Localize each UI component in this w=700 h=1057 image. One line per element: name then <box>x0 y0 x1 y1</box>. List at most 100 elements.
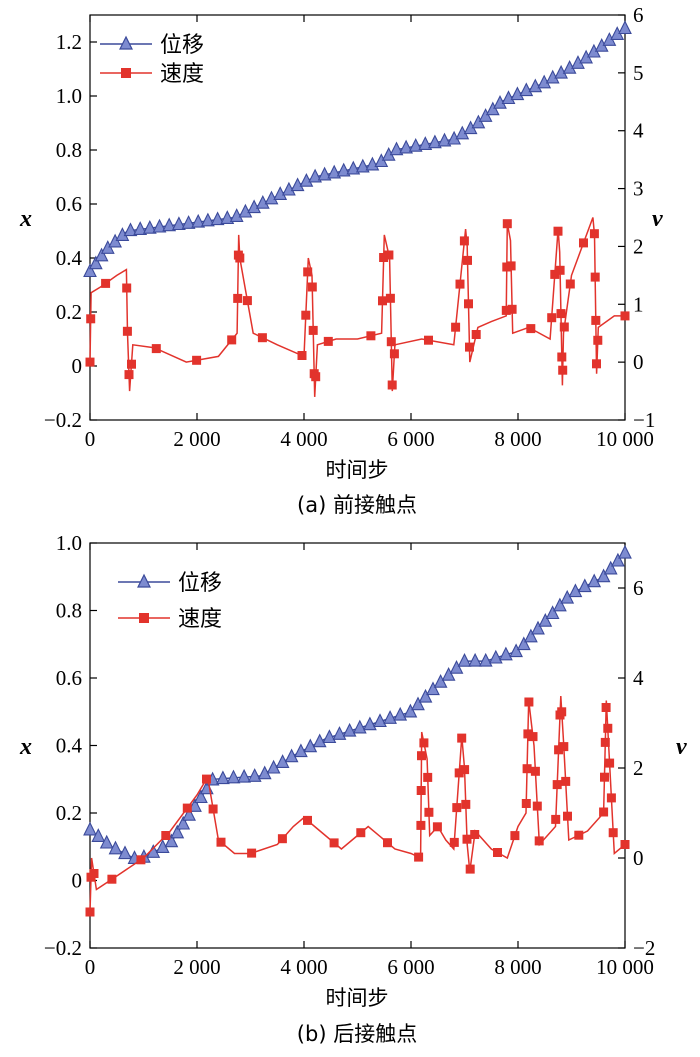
chart-b-marker-velocity <box>414 852 424 862</box>
chart-b-y2tick-label: 6 <box>633 576 644 600</box>
chart-a-ylabel: x <box>19 206 32 232</box>
chart-b-marker-displacement <box>596 568 611 583</box>
chart-a-marker-velocity <box>506 261 516 271</box>
chart-a-marker-velocity <box>235 253 245 263</box>
chart-a-ytick-label: 0.4 <box>56 246 83 270</box>
chart-b-xtick-label: 2 000 <box>173 955 220 979</box>
chart-a-y2-ticks: −1 0 1 2 3 4 5 6 <box>618 3 655 432</box>
chart-b-marker-velocity <box>532 801 542 811</box>
chart-a-marker-displacement <box>418 136 433 150</box>
chart-b-marker-velocity <box>452 803 462 813</box>
chart-a-marker-velocity <box>242 296 252 306</box>
chart-a-marker-velocity <box>590 272 600 282</box>
chart-a-marker-displacement <box>133 221 148 235</box>
chart-a-marker-velocity <box>424 335 433 345</box>
chart-a-marker-velocity <box>592 359 601 369</box>
chart-a-marker-velocity <box>308 325 318 335</box>
chart-b-marker-displacement <box>603 560 618 575</box>
chart-a-xtick-label: 0 <box>85 427 96 451</box>
chart-a-marker-displacement <box>83 263 97 278</box>
chart-b-marker-displacement <box>284 748 299 763</box>
chart-a-marker-velocity <box>122 326 132 336</box>
chart-a-y2tick-label: 3 <box>633 177 644 201</box>
chart-a-marker-displacement <box>201 212 215 227</box>
chart-b-xlabel: 时间步 <box>326 986 389 1010</box>
chart-b-marker-displacement <box>194 789 208 804</box>
chart-b-marker-displacement <box>352 719 367 734</box>
chart-b-marker-velocity <box>600 737 610 747</box>
chart-b-marker-velocity <box>524 697 534 707</box>
chart-b-marker-displacement <box>170 824 185 839</box>
chart-b-legend-label-velocity: 速度 <box>178 607 222 632</box>
chart-a-y2label: v <box>652 206 663 232</box>
chart-a-marker-displacement <box>355 158 370 173</box>
chart-b-marker-velocity <box>356 828 366 838</box>
chart-a-marker-velocity <box>303 267 313 277</box>
chart-b-marker-displacement <box>611 552 625 567</box>
chart-b-marker-velocity <box>89 869 99 878</box>
chart-a-marker-velocity <box>192 355 202 365</box>
chart-b-marker-velocity <box>329 838 339 848</box>
chart-b-marker-velocity <box>599 807 609 817</box>
chart-a-xtick-label: 8 000 <box>494 427 541 451</box>
chart-a-marker-velocity <box>507 304 517 314</box>
chart-b-marker-displacement <box>411 696 425 711</box>
chart-a-marker-displacement <box>181 215 196 229</box>
chart-b-marker-displacement <box>383 710 397 724</box>
chart-a-marker-velocity <box>86 314 96 324</box>
chart-b-marker-velocity <box>563 811 572 821</box>
chart-a-marker-velocity <box>463 255 472 265</box>
chart-b-marker-displacement <box>332 726 347 740</box>
chart-b-marker-velocity <box>557 707 567 717</box>
chart-b-marker-velocity <box>559 742 569 752</box>
chart-b-ytick-label: 0 <box>72 869 83 893</box>
chart-a-y2tick-label: 2 <box>633 234 644 258</box>
chart-a-marker-velocity <box>385 293 395 303</box>
chart-a-marker-velocity <box>565 279 575 289</box>
chart-b-marker-displacement <box>478 652 493 667</box>
chart-a-ytick-label: −0.2 <box>44 408 82 432</box>
chart-a-marker-velocity <box>233 293 243 303</box>
chart-b-marker-displacement <box>618 544 632 559</box>
chart-b-marker-velocity <box>493 848 502 857</box>
chart-a-marker-velocity <box>387 380 397 390</box>
chart-b-marker-displacement <box>247 768 262 782</box>
chart-b-marker-displacement <box>373 713 387 728</box>
chart-b-marker-displacement <box>538 612 553 627</box>
chart-b-marker-velocity <box>417 751 426 761</box>
chart-a-marker-displacement <box>519 82 534 97</box>
chart-b-marker-displacement <box>182 806 196 821</box>
chart-b-marker-velocity <box>462 834 472 844</box>
chart-a-marker-displacement <box>220 210 235 224</box>
chart-a-marker-velocity <box>459 236 469 246</box>
chart-a-y2tick-label: 5 <box>633 61 644 85</box>
chart-b-marker-velocity <box>465 864 475 874</box>
chart-b-marker-velocity <box>601 703 611 712</box>
chart-b-legend-square-icon <box>139 613 149 623</box>
chart-a-marker-displacement <box>162 217 177 232</box>
chart-a-marker-velocity <box>389 349 399 359</box>
chart-a-line-velocity <box>89 217 625 397</box>
chart-a-marker-velocity <box>579 238 588 248</box>
chart-b-marker-displacement <box>226 769 241 784</box>
chart-a-marker-displacement <box>399 139 413 154</box>
chart-a-marker-velocity <box>589 229 599 239</box>
chart-b-ytick-label: 0.6 <box>56 666 82 690</box>
chart-a-marker-displacement <box>210 211 225 226</box>
chart-a-y2tick-label: −1 <box>633 408 655 432</box>
chart-b-marker-velocity <box>552 780 562 790</box>
chart-b-marker-displacement <box>568 583 583 598</box>
chart-b-marker-displacement <box>426 681 440 696</box>
chart-b-ylabel: x <box>19 734 32 760</box>
chart-a-y2tick-label: 0 <box>633 350 644 374</box>
chart-b-marker-displacement <box>468 652 482 667</box>
chart-b-marker-velocity <box>247 848 257 858</box>
chart-a-ytick-label: 0.2 <box>56 300 82 324</box>
chart-b-y2tick-label: 0 <box>633 846 644 870</box>
chart-a-marker-velocity <box>323 336 333 346</box>
chart-a-xtick-label: 6 000 <box>387 427 434 451</box>
chart-a-xtick-label: 10 000 <box>596 427 654 451</box>
chart-a-marker-displacement <box>88 255 103 270</box>
